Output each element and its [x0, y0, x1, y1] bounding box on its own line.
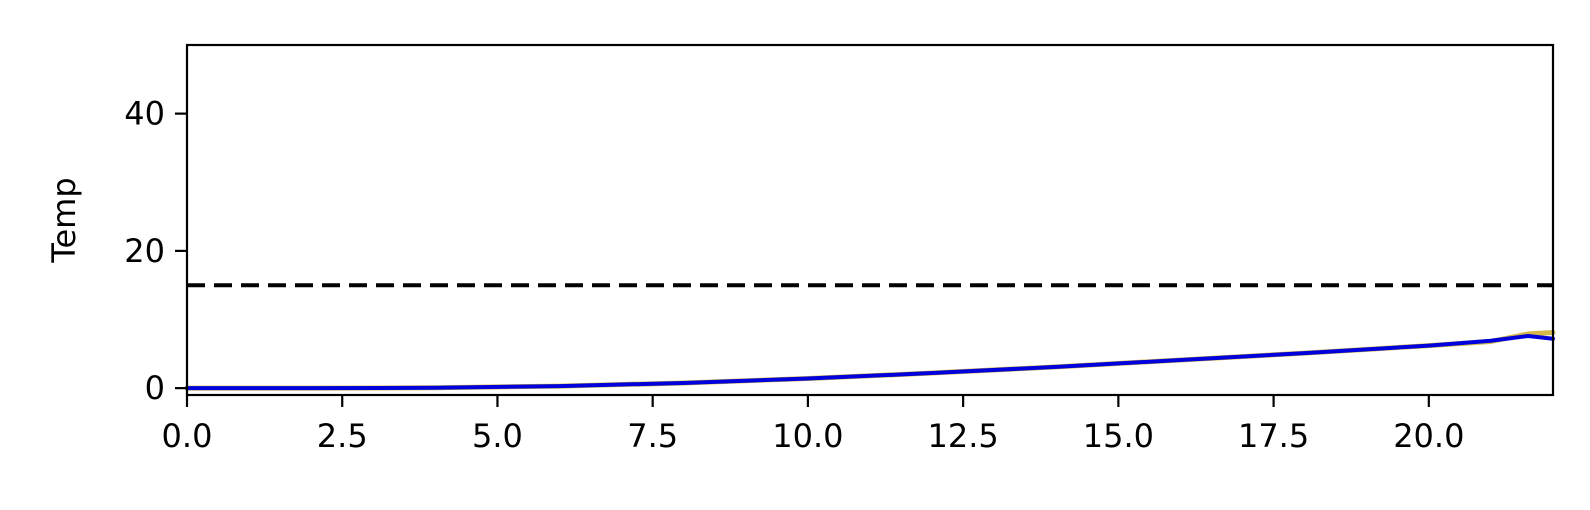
- x-tick-label: 20.0: [1393, 417, 1464, 455]
- plot-area: [184, 43, 1556, 397]
- x-tick-label: 0.0: [162, 417, 213, 455]
- y-axis-label: Temp: [45, 177, 83, 263]
- series-line-2: [185, 333, 1555, 391]
- x-tick-label: 15.0: [1083, 417, 1154, 455]
- y-tick-label: 40: [124, 95, 165, 133]
- x-tick-label: 17.5: [1238, 417, 1309, 455]
- x-tick-label: 12.5: [928, 417, 999, 455]
- y-tick-label: 20: [124, 232, 165, 270]
- x-tick-label: 2.5: [317, 417, 368, 455]
- series-line-1: [184, 330, 1556, 391]
- x-axis: 0.0 2.5 5.0 7.5 10.0 12.5 15.0 17.5 20.0: [162, 395, 1464, 455]
- y-axis: 0 20 40: [124, 95, 187, 407]
- series-layer: [184, 330, 1556, 391]
- y-tick-label: 0: [145, 369, 165, 407]
- x-tick-label: 7.5: [627, 417, 678, 455]
- x-tick-label: 5.0: [472, 417, 523, 455]
- axes-frame: [185, 43, 1555, 397]
- x-tick-label: 10.0: [772, 417, 843, 455]
